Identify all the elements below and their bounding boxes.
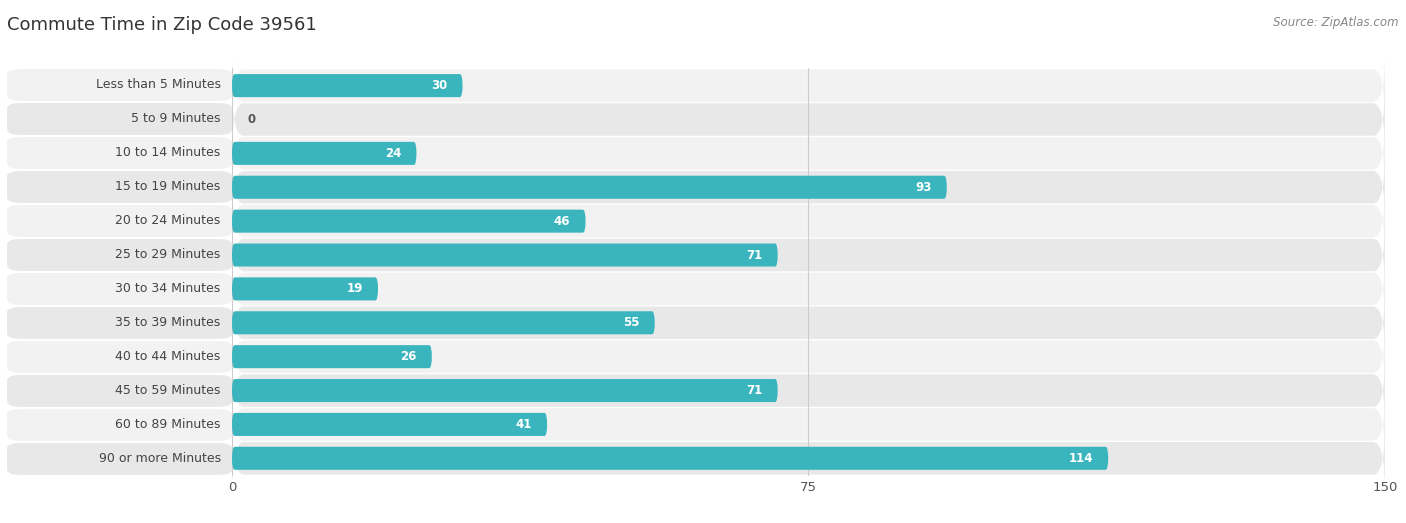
- Text: 71: 71: [747, 384, 762, 397]
- FancyBboxPatch shape: [232, 356, 1385, 425]
- Text: 55: 55: [623, 316, 640, 329]
- Text: Less than 5 Minutes: Less than 5 Minutes: [96, 78, 221, 92]
- FancyBboxPatch shape: [232, 254, 1385, 323]
- Text: Source: ZipAtlas.com: Source: ZipAtlas.com: [1274, 16, 1399, 29]
- FancyBboxPatch shape: [232, 210, 585, 233]
- FancyBboxPatch shape: [232, 390, 1385, 459]
- Text: 41: 41: [516, 418, 531, 431]
- Text: 0: 0: [247, 113, 256, 126]
- FancyBboxPatch shape: [232, 311, 655, 334]
- Text: Commute Time in Zip Code 39561: Commute Time in Zip Code 39561: [7, 16, 316, 33]
- Text: 20 to 24 Minutes: 20 to 24 Minutes: [115, 214, 221, 228]
- Text: 30 to 34 Minutes: 30 to 34 Minutes: [115, 282, 221, 295]
- FancyBboxPatch shape: [232, 424, 1385, 493]
- FancyBboxPatch shape: [232, 187, 1385, 256]
- Text: 45 to 59 Minutes: 45 to 59 Minutes: [115, 384, 221, 397]
- FancyBboxPatch shape: [232, 413, 547, 436]
- Text: 35 to 39 Minutes: 35 to 39 Minutes: [115, 316, 221, 329]
- FancyBboxPatch shape: [232, 142, 416, 165]
- Text: 93: 93: [915, 181, 931, 194]
- Text: 71: 71: [747, 248, 762, 262]
- Text: 5 to 9 Minutes: 5 to 9 Minutes: [131, 112, 221, 126]
- FancyBboxPatch shape: [232, 51, 1385, 120]
- Text: 26: 26: [401, 350, 416, 363]
- FancyBboxPatch shape: [232, 322, 1385, 391]
- FancyBboxPatch shape: [232, 345, 432, 368]
- Text: 60 to 89 Minutes: 60 to 89 Minutes: [115, 418, 221, 431]
- Text: 40 to 44 Minutes: 40 to 44 Minutes: [115, 350, 221, 363]
- Text: 46: 46: [554, 214, 571, 228]
- FancyBboxPatch shape: [232, 277, 378, 300]
- FancyBboxPatch shape: [232, 85, 1385, 154]
- FancyBboxPatch shape: [232, 74, 463, 97]
- Text: 30: 30: [432, 79, 447, 92]
- FancyBboxPatch shape: [232, 221, 1385, 290]
- Text: 25 to 29 Minutes: 25 to 29 Minutes: [115, 248, 221, 262]
- Text: 114: 114: [1069, 452, 1092, 465]
- FancyBboxPatch shape: [232, 119, 1385, 188]
- FancyBboxPatch shape: [232, 176, 946, 199]
- FancyBboxPatch shape: [232, 153, 1385, 222]
- FancyBboxPatch shape: [232, 288, 1385, 357]
- Text: 24: 24: [385, 147, 401, 160]
- FancyBboxPatch shape: [232, 379, 778, 402]
- Text: 10 to 14 Minutes: 10 to 14 Minutes: [115, 146, 221, 160]
- FancyBboxPatch shape: [232, 447, 1108, 470]
- Text: 90 or more Minutes: 90 or more Minutes: [98, 452, 221, 465]
- FancyBboxPatch shape: [232, 244, 778, 267]
- Text: 15 to 19 Minutes: 15 to 19 Minutes: [115, 180, 221, 194]
- Text: 19: 19: [346, 282, 363, 295]
